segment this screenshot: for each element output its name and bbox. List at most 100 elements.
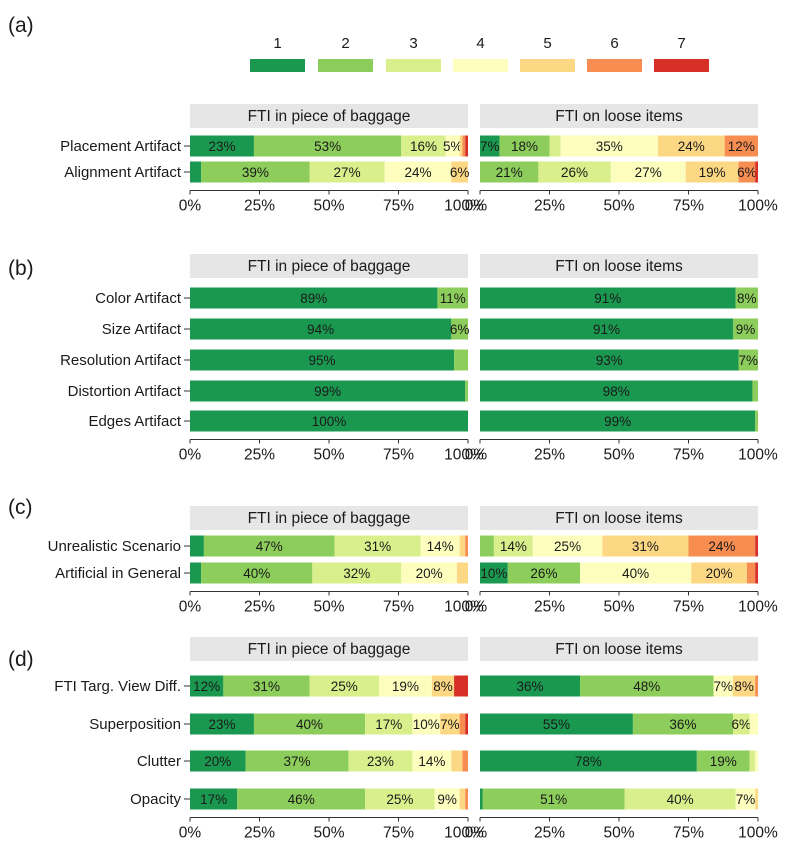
panel-c-bar-segment — [507, 562, 581, 584]
panel-b-bar-segment — [190, 349, 455, 371]
panel-d-bar-segment — [624, 788, 736, 810]
panel-a-bar-label: 23% — [208, 139, 235, 154]
panel-d-tick-label: 100% — [738, 825, 778, 842]
panel-d-bar-segment — [735, 788, 756, 810]
panel-c-row-label: Artificial in General — [55, 565, 181, 582]
panel-c-bar-segment — [190, 562, 202, 584]
panel-a-bar-segment — [480, 161, 539, 183]
panel-a-tick-label: 50% — [603, 198, 634, 215]
panel-a-bar-label: 39% — [242, 165, 269, 180]
panel-b-tick-label: 50% — [603, 447, 634, 464]
panel-c-bar-label: 32% — [343, 566, 370, 581]
panel-b-tick-label: 75% — [673, 447, 704, 464]
panel-c-tick-label: 25% — [534, 599, 565, 616]
panel-d-bar-segment — [365, 713, 413, 735]
panel-a-bar-label: 24% — [404, 165, 431, 180]
panel-d-row-label: Opacity — [130, 791, 181, 808]
panel-d-tick-label: 50% — [603, 825, 634, 842]
panel-d-tick-label: 75% — [673, 825, 704, 842]
panel-d-bar-segment — [412, 713, 441, 735]
panel-d-bar-segment — [451, 750, 463, 772]
panel-b-bar-segment — [437, 287, 468, 309]
panel-b-bar-segment — [480, 380, 753, 402]
panel-a-tick-label: 75% — [383, 198, 414, 215]
panel-b-facet-title-2: FTI on loose items — [555, 258, 683, 275]
panel-a-bar-segment — [309, 161, 385, 183]
panel-b-bar-segment — [190, 287, 438, 309]
legend-label-5: 5 — [543, 35, 551, 52]
panel-c-bar-segment — [334, 535, 421, 557]
panel-d-facet-strip-2 — [480, 637, 758, 661]
panel-c-bar-label: 20% — [706, 566, 733, 581]
legend-label-4: 4 — [476, 35, 484, 52]
panel-d-tick-label: 25% — [534, 825, 565, 842]
panel-d-bar-label: 17% — [375, 717, 402, 732]
panel-a-bar-label: 19% — [699, 165, 726, 180]
panel-d-bar-segment — [440, 713, 460, 735]
panel-b-bar-label: 91% — [593, 322, 620, 337]
panel-c-row-label: Unrealistic Scenario — [48, 538, 181, 555]
panel-c-bar-segment — [688, 535, 756, 557]
panel-a-bar-label: 12% — [728, 139, 755, 154]
panel-b-facet-strip-2 — [480, 254, 758, 278]
panel-c-facet-strip-2 — [480, 506, 758, 530]
panel-a-tick-label: 100% — [444, 198, 484, 215]
panel-c-tick-label: 0% — [465, 599, 488, 616]
panel-d-bar-segment — [454, 675, 468, 697]
panel-d-row-label: FTI Targ. View Diff. — [54, 678, 181, 695]
panel-b-bar-segment — [732, 318, 758, 340]
panel-d-bar-label: 51% — [540, 792, 567, 807]
panel-b-bar-label: 94% — [307, 322, 334, 337]
panel-d-bar-segment — [365, 788, 435, 810]
panel-b-row-label: Distortion Artifact — [68, 383, 182, 400]
panel-a-bar-segment — [724, 135, 758, 157]
panel-d-bar-segment — [732, 675, 756, 697]
panel-d-bar-label: 12% — [193, 679, 220, 694]
panel-b-tick-label: 50% — [313, 447, 344, 464]
panel-a-bar-label: 6% — [737, 165, 757, 180]
panel-a-bar-label: 24% — [678, 139, 705, 154]
legend-swatch-4 — [453, 59, 508, 72]
panel-d-bar-segment — [237, 788, 366, 810]
panel-c-bar-label: 31% — [364, 539, 391, 554]
panel-a-bar-segment — [384, 161, 452, 183]
panel-d-tick-label: 0% — [179, 825, 202, 842]
panel-c-bar-segment — [465, 535, 468, 557]
panel-d-bar-label: 7% — [440, 717, 460, 732]
legend-label-3: 3 — [409, 35, 417, 52]
panel-c-tick-label: 100% — [738, 599, 778, 616]
panel-b-row-label: Resolution Artifact — [60, 352, 182, 369]
panel-b-bar-segment — [454, 349, 468, 371]
panel-a-tick-label: 100% — [738, 198, 778, 215]
panel-d-bar-label: 55% — [543, 717, 570, 732]
panel-d-bar-label: 8% — [734, 679, 754, 694]
panel-b-bar-segment — [190, 380, 466, 402]
panel-d-bar-label: 9% — [437, 792, 457, 807]
panel-c-bar-segment — [746, 562, 756, 584]
panel-b-bar-label: 99% — [314, 384, 341, 399]
panel-d-tick-label: 50% — [313, 825, 344, 842]
panel-d-tick-label: 0% — [465, 825, 488, 842]
panel-d-bar-label: 48% — [633, 679, 660, 694]
panel-b-bar-label: 8% — [737, 291, 757, 306]
panel-c-bar-label: 26% — [530, 566, 557, 581]
panel-a-facet-title-2: FTI on loose items — [555, 108, 683, 125]
panel-a-facet-strip-1 — [190, 104, 468, 128]
panel-c-tick-label: 50% — [603, 599, 634, 616]
panel-c-bar-label: 31% — [632, 539, 659, 554]
panel-d-bar-label: 17% — [200, 792, 227, 807]
panel-c-bar-segment — [420, 535, 460, 557]
panel-d-bar-label: 37% — [284, 754, 311, 769]
panel-c-facet-title-2: FTI on loose items — [555, 510, 683, 527]
panel-b-bar-segment — [480, 410, 756, 432]
panel-b-tick-label: 25% — [244, 447, 275, 464]
panel-d-facet-title-1: FTI in piece of baggage — [248, 641, 411, 658]
panel-c-bar-segment — [190, 535, 204, 557]
panel-c-bar-segment — [755, 562, 758, 584]
panel-c-bar-segment — [312, 562, 402, 584]
panel-d-bar-label: 14% — [418, 754, 445, 769]
panel-d-bar-segment — [412, 750, 452, 772]
panel-a-label: (a) — [8, 14, 34, 37]
panel-d-bar-segment — [480, 788, 483, 810]
panel-a-bar-segment — [451, 161, 468, 183]
